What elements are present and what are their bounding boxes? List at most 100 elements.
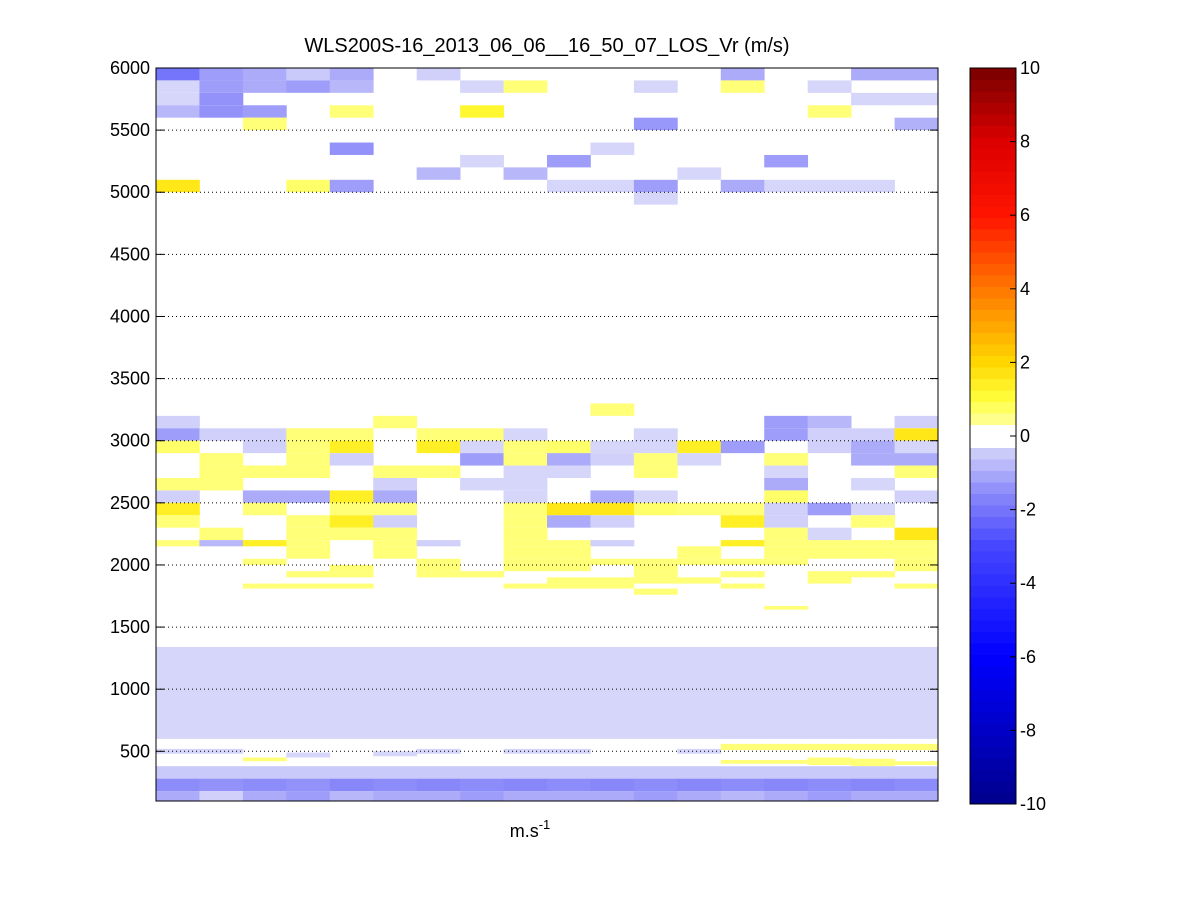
y-axis-ticks: 500 1000 1500 2000 2500 3000 3500 4000 4500 5000 5…	[110, 58, 938, 761]
heatmap-cell	[633, 577, 678, 584]
colorbar-band	[970, 125, 1016, 138]
heatmap-cell	[460, 440, 504, 454]
heatmap-cell	[503, 440, 548, 454]
colorbar-band	[970, 746, 1016, 759]
heatmap-cell	[329, 68, 374, 81]
colorbar-band	[970, 424, 1016, 437]
colorbar-band	[970, 769, 1016, 782]
heatmap-cell	[503, 453, 548, 466]
heatmap-cell	[807, 571, 852, 578]
heatmap-cell	[156, 105, 200, 118]
heatmap-cell	[851, 540, 895, 547]
colorbar-band	[970, 263, 1016, 276]
heatmap-cell	[677, 791, 722, 801]
heatmap-cell	[633, 766, 678, 779]
heatmap-cell	[851, 743, 895, 751]
heatmap-cell	[547, 453, 591, 466]
heatmap-cell	[851, 502, 895, 516]
heatmap-cell	[677, 748, 722, 754]
heatmap-cell	[547, 465, 591, 478]
heatmap-cell	[807, 540, 852, 547]
colorbar-band	[970, 171, 1016, 184]
heatmap-cell	[807, 766, 852, 779]
heatmap-cell	[720, 440, 765, 454]
heatmap-cell	[894, 490, 939, 503]
heatmap-cell	[547, 766, 591, 779]
heatmap-cell	[329, 515, 374, 528]
heatmap-cell	[156, 179, 200, 193]
heatmap-cell	[286, 515, 331, 528]
heatmap-cell	[720, 778, 765, 792]
heatmap-cell	[633, 558, 678, 565]
colorbar-band	[970, 528, 1016, 540]
colorbar-cells	[970, 68, 1016, 805]
heatmap-cell	[894, 778, 939, 792]
heatmap-cell	[286, 571, 331, 578]
heatmap-cell	[416, 766, 461, 779]
colorbar-band	[970, 355, 1016, 368]
heatmap-cell	[677, 766, 722, 779]
heatmap-cell	[764, 527, 809, 541]
heatmap-cell	[156, 68, 200, 81]
heatmap-cell	[633, 117, 678, 131]
heatmap-cell	[851, 766, 895, 779]
colorbar-tick-label: 4	[1020, 279, 1030, 299]
heatmap-cell	[242, 68, 287, 81]
heatmap-cell	[894, 540, 939, 547]
colorbar-band	[970, 459, 1016, 471]
heatmap-cell	[894, 465, 939, 478]
heatmap-cell	[286, 490, 331, 503]
heatmap-cell	[503, 515, 548, 528]
colorbar-tick-label: 10	[1020, 58, 1040, 78]
colorbar-band	[970, 91, 1016, 103]
heatmap-cell	[242, 757, 287, 762]
heatmap-cell	[416, 558, 461, 565]
heatmap-cell	[851, 428, 895, 441]
heatmap-cell	[547, 440, 591, 454]
heatmap-cell	[633, 564, 678, 572]
heatmap-cell	[720, 791, 765, 801]
colorbar-band	[970, 700, 1016, 713]
heatmap-cell	[677, 440, 722, 454]
heatmap-cell	[894, 527, 939, 541]
y-tick-label: 4000	[110, 306, 150, 326]
colorbar-band	[970, 240, 1016, 253]
heatmap-cell	[242, 490, 287, 503]
heatmap-cell	[807, 743, 852, 751]
heatmap-cell	[329, 440, 374, 454]
heatmap-cell	[373, 646, 418, 739]
heatmap-cell	[851, 758, 895, 767]
heatmap-cell	[329, 428, 374, 441]
colorbar-band	[970, 482, 1016, 494]
colorbar-band	[970, 114, 1016, 126]
colorbar-tick-label: 2	[1020, 352, 1030, 372]
heatmap-cell	[590, 453, 635, 466]
heatmap-cell	[633, 465, 678, 478]
heatmap-cell	[764, 558, 809, 565]
heatmap-cell	[807, 577, 852, 584]
colorbar-band	[970, 447, 1016, 460]
heatmap-cell	[242, 540, 287, 547]
colorbar-band	[970, 378, 1016, 391]
heatmap-cell	[807, 791, 852, 801]
heatmap-cell	[633, 192, 678, 205]
heatmap-cell	[156, 778, 200, 792]
colorbar-band	[970, 275, 1016, 287]
colorbar-band	[970, 206, 1016, 218]
heatmap-cell	[286, 766, 331, 779]
colorbar-tick-label: 6	[1020, 205, 1030, 225]
heatmap-cell	[460, 105, 504, 118]
heatmap-cell	[807, 440, 852, 454]
heatmap-cell	[329, 179, 374, 193]
colorbar-tick-label: -4	[1020, 573, 1036, 593]
heatmap-cell	[764, 515, 809, 528]
heatmap-cell	[242, 428, 287, 441]
heatmap-cell	[242, 105, 287, 118]
heatmap-cell	[329, 142, 374, 155]
heatmap-cell	[503, 766, 548, 779]
heatmap-cell	[764, 760, 809, 764]
heatmap-cell	[286, 752, 331, 758]
heatmap-cell	[764, 766, 809, 779]
colorbar-band	[970, 585, 1016, 598]
heatmap-cell	[503, 791, 548, 801]
